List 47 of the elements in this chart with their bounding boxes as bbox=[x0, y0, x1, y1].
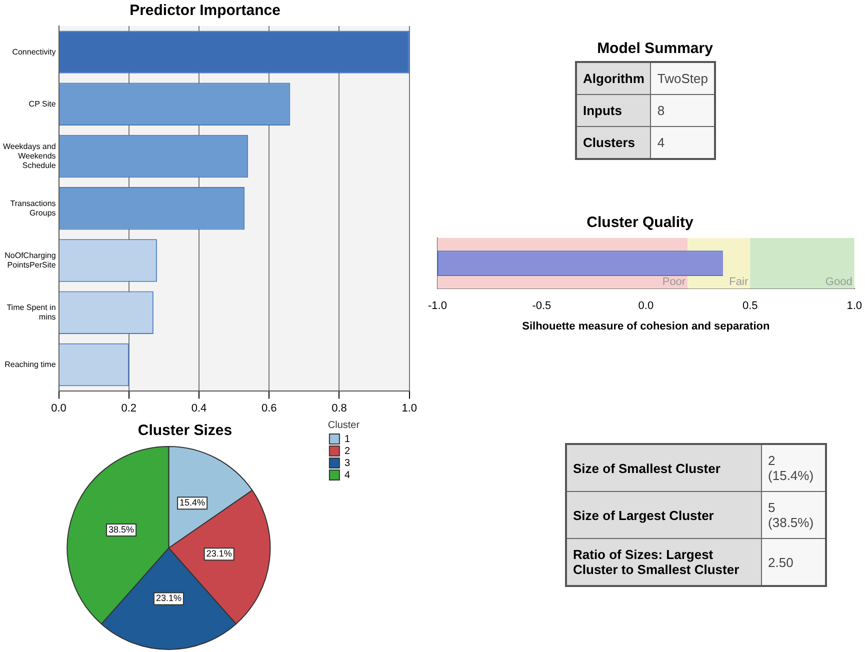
x-tick-label: 1.0 bbox=[846, 300, 862, 312]
data-label: 15.4% bbox=[180, 498, 206, 508]
x-tick-label: 0.5 bbox=[742, 300, 758, 312]
text: Inputs bbox=[576, 94, 651, 126]
text: TwoStep bbox=[650, 62, 715, 94]
data-label: 23.1% bbox=[156, 593, 182, 604]
legend-label: 2 bbox=[344, 446, 350, 457]
x-tick-label: 0.8 bbox=[332, 402, 347, 414]
band-label: Poor bbox=[662, 276, 686, 288]
legend-label: 1 bbox=[344, 434, 350, 445]
chart-title: Predictor Importance bbox=[130, 2, 280, 20]
chart-title: Cluster Quality bbox=[586, 214, 694, 232]
x-tick-label: -1.0 bbox=[428, 300, 447, 312]
chart-title: Cluster Sizes bbox=[138, 422, 232, 440]
y-tick-label: Reaching time bbox=[4, 360, 56, 369]
band-label: Good bbox=[825, 276, 852, 288]
band-label: Fair bbox=[729, 276, 748, 288]
x-tick-label: 0.2 bbox=[121, 402, 137, 414]
x-tick-label: 1.0 bbox=[402, 402, 418, 414]
x-tick-label: 0.4 bbox=[191, 402, 207, 414]
text: Size of Smallest Cluster bbox=[566, 444, 762, 492]
text: Ratio of Sizes: Largest Cluster to Smallest Cluster bbox=[566, 538, 762, 586]
y-tick-label: Weekdays and Weekends Schedule bbox=[2, 142, 56, 170]
legend-label: 3 bbox=[344, 458, 350, 469]
x-axis-title: Silhouette measure of cohesion and separation bbox=[522, 320, 770, 332]
y-tick-label: CP Site bbox=[28, 99, 56, 108]
y-tick-label: NoOfCharging PointsPerSite bbox=[4, 250, 56, 270]
text: 8 bbox=[650, 94, 715, 126]
text: Model Summary bbox=[596, 40, 714, 57]
legend-label: 4 bbox=[344, 470, 350, 481]
text: 2.50 bbox=[762, 538, 826, 586]
y-tick-label: Connectivity bbox=[12, 47, 56, 56]
text: Clusters bbox=[576, 126, 651, 159]
data-label: 38.5% bbox=[108, 524, 134, 534]
y-tick-label: Time Spent in mins bbox=[6, 303, 56, 322]
text: 4 bbox=[650, 126, 715, 159]
data-label: 23.1% bbox=[206, 548, 232, 559]
text: Algorithm bbox=[576, 62, 651, 94]
legend-title: Cluster bbox=[328, 420, 360, 431]
x-tick-label: 0.0 bbox=[638, 300, 654, 312]
y-tick-label: Transactions Groups bbox=[10, 198, 56, 218]
text: 5 (38.5%) bbox=[762, 492, 826, 538]
text: 2 (15.4%) bbox=[762, 444, 826, 492]
x-tick-label: -0.5 bbox=[532, 300, 552, 312]
x-tick-label: 0.0 bbox=[51, 402, 66, 414]
text: Size of Largest Cluster bbox=[566, 492, 762, 538]
x-tick-label: 0.6 bbox=[261, 402, 277, 414]
